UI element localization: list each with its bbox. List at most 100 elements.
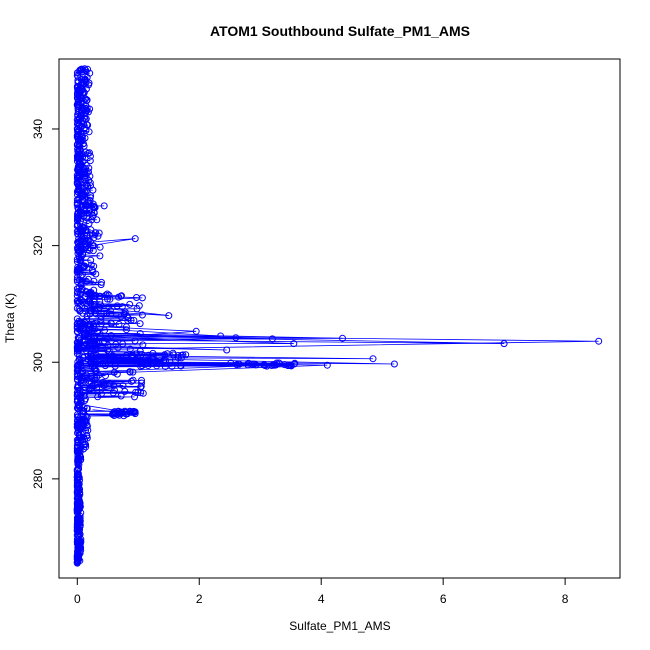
data-point bbox=[73, 555, 81, 563]
data-point bbox=[284, 362, 292, 370]
data-point bbox=[75, 481, 83, 489]
x-tick-label: 2 bbox=[196, 592, 203, 606]
data-point bbox=[76, 87, 84, 95]
data-point bbox=[74, 119, 82, 126]
data-point bbox=[82, 426, 90, 434]
data-point bbox=[84, 121, 92, 129]
outlier-point bbox=[500, 340, 508, 348]
data-point bbox=[153, 362, 161, 370]
data-point bbox=[182, 351, 190, 359]
data-point bbox=[75, 428, 83, 436]
data-point bbox=[134, 389, 142, 396]
data-point bbox=[74, 382, 82, 390]
outlier-connector-line bbox=[86, 345, 227, 351]
outlier-connector-line bbox=[86, 332, 273, 340]
data-point bbox=[117, 292, 125, 300]
data-point bbox=[129, 352, 137, 360]
data-point bbox=[73, 276, 81, 284]
data-point bbox=[138, 294, 146, 302]
data-layer bbox=[73, 65, 603, 567]
data-point bbox=[88, 266, 96, 274]
data-point bbox=[92, 367, 100, 375]
x-tick-label: 6 bbox=[440, 592, 447, 606]
data-point bbox=[75, 284, 83, 292]
data-point bbox=[83, 316, 91, 323]
data-point bbox=[93, 216, 101, 224]
outlier-connector-line bbox=[86, 334, 599, 350]
outlier-point bbox=[223, 346, 231, 354]
data-point bbox=[88, 359, 96, 367]
data-point bbox=[73, 467, 81, 475]
outlier-point bbox=[323, 361, 331, 369]
data-point bbox=[75, 485, 83, 493]
data-point bbox=[134, 360, 141, 368]
data-point bbox=[91, 341, 99, 349]
data-point bbox=[90, 262, 98, 270]
data-point bbox=[74, 214, 82, 222]
data-point bbox=[80, 224, 88, 232]
data-point bbox=[96, 243, 104, 251]
data-point bbox=[74, 554, 82, 562]
data-point bbox=[120, 310, 128, 318]
outlier-point bbox=[119, 382, 127, 390]
data-point bbox=[95, 339, 103, 347]
data-point bbox=[177, 362, 185, 370]
data-point bbox=[115, 320, 123, 328]
data-point bbox=[136, 330, 144, 337]
data-point bbox=[73, 304, 81, 312]
data-point bbox=[112, 340, 120, 348]
data-point bbox=[80, 331, 88, 339]
data-point bbox=[96, 304, 103, 312]
data-point bbox=[81, 76, 89, 84]
data-point bbox=[113, 370, 121, 378]
data-point bbox=[90, 325, 98, 333]
data-point bbox=[104, 346, 111, 354]
data-point bbox=[73, 171, 81, 179]
y-tick-label: 320 bbox=[31, 235, 45, 255]
outlier-point bbox=[268, 335, 276, 343]
data-point bbox=[102, 291, 110, 299]
data-point bbox=[261, 362, 269, 369]
data-point bbox=[86, 152, 94, 160]
data-point bbox=[100, 310, 108, 317]
data-point bbox=[94, 393, 102, 401]
data-point bbox=[82, 277, 90, 285]
data-point bbox=[107, 310, 115, 318]
data-point bbox=[104, 341, 112, 349]
chart-title: ATOM1 Southbound Sulfate_PM1_AMS bbox=[210, 23, 470, 39]
data-point bbox=[74, 539, 82, 547]
data-point bbox=[75, 132, 83, 140]
data-point bbox=[107, 319, 115, 327]
data-point bbox=[78, 297, 86, 304]
data-point bbox=[82, 102, 90, 110]
data-point bbox=[74, 93, 82, 101]
data-point bbox=[117, 392, 125, 400]
data-point bbox=[129, 368, 137, 376]
x-axis-label: Sulfate_PM1_AMS bbox=[289, 619, 390, 633]
plot-frame bbox=[58, 58, 621, 579]
data-point bbox=[111, 386, 118, 394]
data-point bbox=[84, 275, 92, 283]
data-point bbox=[75, 355, 83, 363]
data-point bbox=[76, 394, 84, 402]
data-point bbox=[87, 299, 95, 307]
data-point bbox=[77, 253, 85, 261]
data-point bbox=[98, 278, 105, 286]
y-axis-label: Theta (K) bbox=[3, 293, 17, 343]
data-point bbox=[92, 292, 100, 299]
data-point bbox=[109, 352, 117, 360]
data-point bbox=[73, 539, 81, 546]
data-point bbox=[131, 337, 139, 345]
data-point bbox=[108, 410, 116, 418]
data-point bbox=[73, 323, 81, 331]
data-point bbox=[152, 358, 160, 366]
data-point bbox=[86, 179, 94, 187]
data-point bbox=[76, 391, 84, 399]
data-point bbox=[84, 209, 91, 217]
outlier-point bbox=[290, 340, 298, 348]
data-point bbox=[84, 246, 92, 254]
y-tick-label: 340 bbox=[31, 119, 45, 139]
data-point bbox=[86, 149, 93, 157]
data-point bbox=[119, 340, 127, 348]
data-point bbox=[74, 438, 82, 446]
